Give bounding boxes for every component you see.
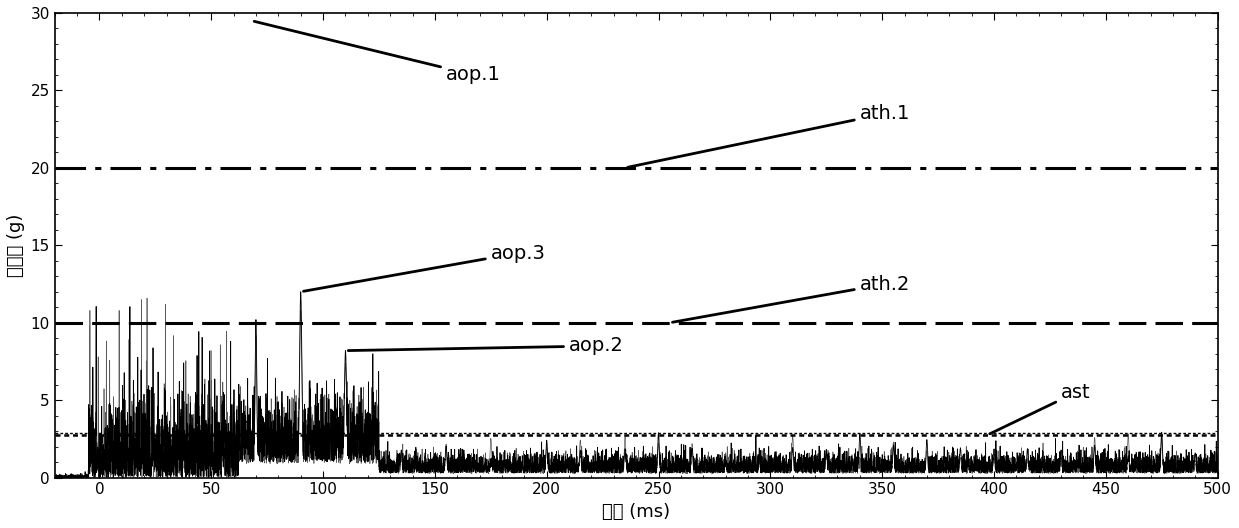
Text: aop.1: aop.1 bbox=[254, 21, 501, 84]
Text: aop.3: aop.3 bbox=[304, 243, 545, 291]
Text: aop.2: aop.2 bbox=[348, 336, 624, 355]
Text: ath.2: ath.2 bbox=[673, 275, 911, 322]
Text: ath.1: ath.1 bbox=[628, 104, 911, 167]
Y-axis label: 加速度 (g): 加速度 (g) bbox=[7, 214, 25, 277]
Text: ast: ast bbox=[990, 383, 1090, 434]
X-axis label: 时间 (ms): 时间 (ms) bbox=[602, 503, 670, 521]
